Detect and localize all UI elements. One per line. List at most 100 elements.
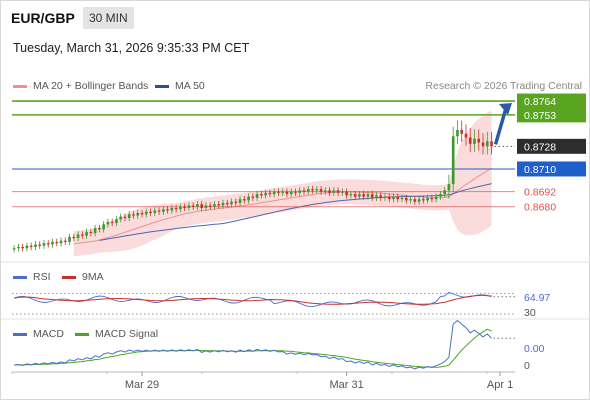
candle-body — [456, 129, 459, 137]
ma20-line — [73, 167, 492, 245]
candle-body — [234, 201, 238, 203]
candle-body — [289, 191, 293, 195]
legend-rsi-ma: 9MA — [62, 271, 104, 283]
candle-body — [38, 244, 42, 246]
x-tick-label-1: Mar 31 — [329, 379, 363, 391]
candle-body — [98, 228, 101, 230]
candle-body — [323, 190, 327, 192]
candle-body — [170, 207, 174, 211]
candle-body — [106, 221, 110, 225]
candle-body — [51, 241, 54, 245]
candle-body — [200, 204, 204, 208]
candle-body — [490, 141, 493, 147]
credit-text: Research © 2026 Trading Central — [425, 80, 582, 92]
candle-body — [468, 137, 472, 144]
legend-macd-signal: MACD Signal — [75, 328, 158, 340]
candle-body — [306, 189, 310, 192]
candle-body — [187, 205, 191, 208]
legend-swatch-macd — [13, 332, 27, 336]
candle-body — [294, 191, 297, 193]
candle-body — [179, 206, 182, 210]
candle-body — [242, 199, 246, 201]
candle-body — [12, 248, 16, 250]
candle-body — [59, 240, 63, 244]
candle-body — [379, 195, 383, 198]
candle-body — [281, 191, 285, 193]
macd-signal-line — [14, 328, 492, 368]
candle-body — [162, 209, 165, 212]
candle-body — [315, 189, 319, 191]
candle-body — [132, 214, 135, 216]
rsi-level-label: 30 — [524, 307, 536, 319]
pivot-tag-3 — [517, 161, 586, 177]
candle-body — [55, 241, 59, 244]
candle-body — [272, 191, 276, 195]
x-tick-label-0: Mar 29 — [125, 379, 159, 391]
candle-body — [387, 196, 391, 200]
candle-body — [213, 204, 216, 207]
candle-body — [238, 199, 242, 203]
candle-body — [72, 236, 76, 239]
legend-rsi-label: RSI — [33, 271, 51, 283]
candle-body — [191, 205, 195, 207]
candle-body — [400, 197, 404, 200]
candle-body — [366, 194, 370, 197]
candle-body — [302, 190, 306, 192]
candle-body — [81, 234, 84, 236]
candle-body — [140, 213, 144, 215]
legend-swatch-macd-signal — [75, 332, 89, 336]
resistance-tag-1 — [517, 107, 586, 123]
candle-body — [345, 191, 348, 196]
candle-body — [102, 224, 105, 230]
candle-body — [443, 190, 446, 195]
candle-body — [127, 214, 131, 219]
current-price-label: 0.8728 — [524, 141, 556, 153]
legend-swatch-rsi-ma — [62, 275, 76, 279]
candle-body — [174, 207, 178, 210]
candle-body — [430, 197, 434, 200]
candle-body — [362, 194, 365, 197]
candle-body — [409, 199, 412, 201]
macd-line — [14, 319, 492, 370]
candle-body — [277, 191, 280, 193]
candle-body — [34, 244, 37, 247]
candle-body — [370, 194, 374, 198]
support-label-4: 0.8692 — [524, 187, 556, 199]
candle-body — [110, 221, 114, 224]
rsi-value-label: 64.97 — [524, 292, 550, 304]
candle-body — [358, 194, 361, 197]
candle-body — [451, 136, 455, 185]
legend-bollinger: MA 20 + Bollinger Bands — [13, 80, 148, 92]
candle-body — [255, 194, 259, 198]
candle-body — [328, 190, 331, 193]
resistance-label-1: 0.8753 — [524, 110, 556, 122]
candle-body — [21, 246, 24, 249]
current-price-tag — [517, 138, 586, 154]
candle-body — [396, 196, 400, 200]
candle-body — [392, 196, 395, 200]
candle-body — [349, 194, 353, 196]
macd-zero-label: 0 — [524, 360, 530, 372]
chart-timestamp: Tuesday, March 31, 2026 9:35:33 PM CET — [13, 41, 250, 55]
candle-body — [183, 206, 186, 208]
legend-macd-label: MACD — [33, 328, 64, 340]
candle-body — [17, 246, 20, 249]
interval-badge[interactable]: 30 MIN — [83, 7, 134, 29]
candle-body — [447, 184, 451, 191]
legend-bollinger-label: MA 20 + Bollinger Bands — [33, 80, 149, 92]
candle-body — [481, 142, 485, 147]
support-label-5: 0.8680 — [524, 202, 556, 214]
macd-value-label: 0.00 — [524, 343, 545, 355]
candle-body — [336, 190, 340, 193]
candle-body — [298, 190, 302, 193]
resistance-label-0: 0.8764 — [524, 96, 556, 108]
candle-body — [204, 205, 208, 208]
candle-body — [153, 210, 157, 213]
legend-ma50: MA 50 — [155, 80, 205, 92]
candle-body — [93, 228, 97, 234]
candle-body — [247, 196, 250, 201]
candle-body — [413, 199, 417, 202]
candle-body — [268, 192, 272, 195]
ma50-line — [99, 183, 492, 241]
candle-body — [404, 197, 408, 201]
